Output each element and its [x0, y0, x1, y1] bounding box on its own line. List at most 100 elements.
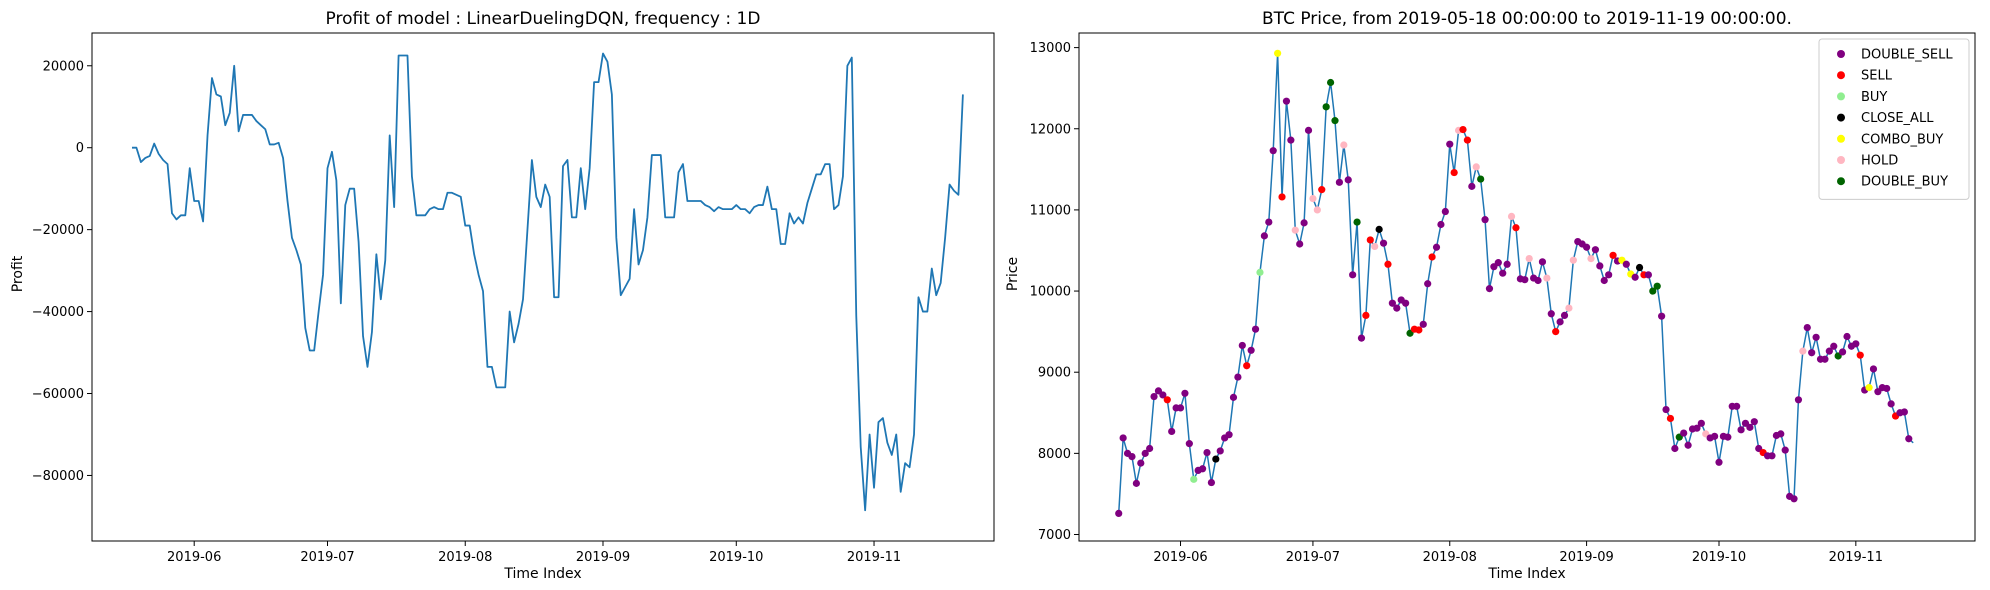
price-point-double-sell — [1737, 426, 1745, 434]
price-y-ticks: 7000 8000 9000 10000 11000 12000 13000 — [1030, 41, 1079, 543]
price-point-double-sell — [1168, 427, 1176, 436]
profit-x-tick-label: 2019-07 — [300, 550, 354, 565]
legend-label-close-all: CLOSE_ALL — [1861, 111, 1934, 126]
price-chart: BTC Price, from 2019-05-18 00:00:00 to 2… — [1005, 9, 1976, 582]
price-point-double-sell — [1499, 269, 1507, 277]
price-x-axis-label: Time Index — [1487, 566, 1565, 582]
price-point-double-sell — [1238, 341, 1246, 350]
price-point-double-buy — [1353, 218, 1361, 226]
price-point-double-sell — [1869, 365, 1878, 373]
price-point-double-buy — [1331, 117, 1339, 125]
price-y-tick-label: 9000 — [1038, 366, 1071, 381]
price-point-double-sell — [1150, 392, 1158, 401]
price-point-double-sell — [1812, 333, 1820, 341]
price-point-double-sell — [1419, 320, 1427, 328]
price-point-double-sell — [1671, 444, 1679, 453]
price-point-double-sell — [1680, 429, 1688, 437]
legend-label-combo-buy: COMBO_BUY — [1861, 132, 1943, 147]
legend-marker-double-sell — [1837, 50, 1845, 58]
price-point-hold — [1799, 347, 1807, 355]
price-point-double-sell — [1658, 312, 1666, 320]
price-point-double-sell — [1176, 404, 1185, 412]
price-point-double-buy — [1653, 282, 1661, 290]
profit-y-tick-label: −60000 — [32, 387, 84, 402]
price-legend: DOUBLE_SELL SELL BUY CLOSE_ALL COMBO_BUY HOLD… — [1818, 38, 1970, 200]
price-point-double-sell — [1128, 453, 1136, 461]
price-point-double-sell — [1296, 240, 1304, 248]
price-point-sell — [1459, 125, 1467, 134]
price-point-double-buy — [1322, 103, 1330, 111]
profit-chart-title: Profit of model : LinearDuelingDQN, freq… — [326, 9, 761, 29]
price-point-sell — [1415, 326, 1423, 334]
price-point-sell — [1366, 236, 1374, 244]
price-point-hold — [1507, 212, 1516, 220]
price-point-double-sell — [1838, 348, 1847, 356]
price-point-double-sell — [1684, 441, 1692, 449]
price-point-double-sell — [1402, 299, 1410, 307]
price-point-sell — [1856, 351, 1864, 359]
price-point-sell — [1384, 260, 1392, 268]
legend-label-double-buy: DOUBLE_BUY — [1861, 175, 1948, 190]
price-chart-title: BTC Price, from 2019-05-18 00:00:00 to 2… — [1262, 9, 1792, 29]
price-point-double-sell — [1547, 310, 1555, 318]
price-point-double-sell — [1388, 299, 1396, 307]
price-point-double-sell — [1468, 182, 1476, 190]
price-point-close-all — [1212, 455, 1220, 463]
price-point-sell — [1278, 193, 1286, 201]
price-point-double-sell — [1825, 347, 1833, 355]
price-point-double-sell — [1251, 325, 1260, 333]
price-point-hold — [1291, 226, 1299, 234]
price-y-tick-label: 11000 — [1030, 203, 1071, 218]
price-point-close-all — [1375, 225, 1383, 233]
price-point-double-sell — [1119, 434, 1127, 442]
price-point-sell — [1512, 224, 1520, 232]
price-point-double-sell — [1781, 446, 1789, 454]
price-point-double-sell — [1905, 435, 1913, 443]
price-point-combo-buy — [1274, 49, 1282, 57]
price-point-double-sell — [1724, 433, 1732, 441]
price-y-tick-label: 13000 — [1030, 41, 1071, 56]
price-point-double-sell — [1852, 340, 1860, 348]
price-point-double-sell — [1481, 216, 1489, 224]
price-point-double-sell — [1304, 126, 1313, 134]
price-point-double-sell — [1234, 373, 1242, 381]
price-point-double-sell — [1600, 276, 1608, 285]
price-point-double-sell — [1750, 418, 1758, 426]
profit-x-ticks: 2019-06 2019-07 2019-08 2019-09 2019-10 2019-… — [167, 541, 901, 565]
price-point-double-sell — [1141, 449, 1149, 457]
price-point-double-sell — [1746, 423, 1754, 431]
profit-series-line — [131, 52, 964, 512]
price-point-double-sell — [1424, 280, 1432, 288]
profit-y-tick-label: −20000 — [32, 223, 84, 238]
legend-box — [1818, 38, 1970, 200]
price-point-sell — [1163, 396, 1171, 404]
profit-x-tick-label: 2019-09 — [576, 550, 630, 565]
profit-plot-area — [131, 52, 964, 512]
price-point-sell — [1428, 253, 1436, 261]
price-point-double-sell — [1159, 391, 1167, 399]
price-point-hold — [1543, 274, 1551, 282]
price-point-double-sell — [1538, 258, 1547, 266]
legend-marker-sell — [1837, 71, 1845, 80]
price-point-double-sell — [1393, 304, 1401, 312]
price-y-tick-label: 7000 — [1038, 528, 1071, 543]
price-point-double-sell — [1207, 478, 1216, 487]
profit-axes-frame — [91, 32, 995, 542]
price-point-double-sell — [1631, 273, 1639, 281]
price-point-hold — [1472, 163, 1480, 171]
price-point-double-sell — [1900, 408, 1908, 416]
price-point-hold — [1525, 255, 1533, 263]
price-point-double-sell — [1887, 400, 1895, 408]
price-point-double-sell — [1808, 349, 1816, 357]
price-point-combo-buy — [1865, 384, 1873, 392]
legend-marker-hold — [1837, 156, 1845, 164]
price-point-sell — [1243, 362, 1251, 370]
legend-label-double-sell: DOUBLE_SELL — [1861, 48, 1953, 63]
price-point-double-sell — [1697, 419, 1705, 427]
price-point-double-sell — [1521, 276, 1529, 284]
legend-marker-double-buy — [1837, 177, 1845, 186]
price-y-axis-label: Price — [1005, 257, 1021, 291]
price-point-sell — [1552, 328, 1560, 336]
price-point-double-sell — [1229, 393, 1238, 401]
